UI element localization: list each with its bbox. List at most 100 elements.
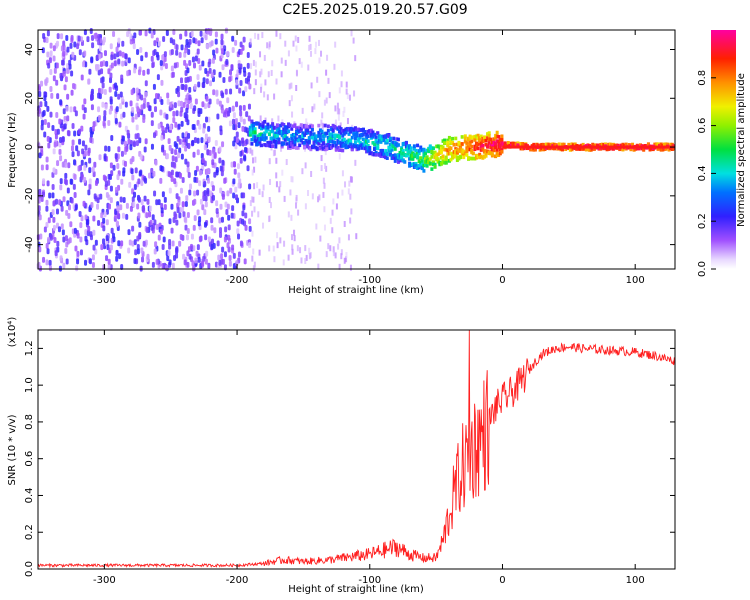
ridge-cell [283,126,287,131]
ridge-cell [449,146,453,151]
noise-cell [60,223,64,230]
noise-cell [273,256,276,263]
ridge-cell [546,142,550,147]
noise-cell [168,218,172,225]
noise-cell [268,216,271,223]
noise-cell [242,90,246,97]
noise-cell [336,102,339,109]
noise-cell [249,200,252,207]
ridge-cell [253,137,257,142]
noise-cell [242,204,246,211]
ridge-cell [603,142,607,147]
noise-cell [140,55,144,62]
noise-cell [120,263,124,270]
ridge-cell [436,152,440,157]
noise-cell [100,244,104,251]
ridge-cell [301,124,305,129]
ridge-cell [408,164,412,168]
noise-cell [107,179,111,186]
noise-cell [186,250,190,257]
noise-cell [239,157,243,164]
colorbar-tick-label: 0.4 [697,165,708,181]
noise-cell [134,113,138,120]
noise-cell [143,176,147,183]
ridge-cell [468,140,472,145]
ridge-cell [269,129,273,134]
noise-cell [226,203,230,210]
x-tick-label: 0 [499,575,505,586]
ridge-cell [404,144,408,149]
ridge-cell [468,147,472,152]
ridge-cell [349,139,353,143]
noise-cell [248,242,252,249]
noise-cell [113,60,117,67]
noise-cell [79,222,83,229]
ridge-cell [500,137,504,142]
noise-cell [280,71,283,78]
noise-cell [219,125,223,132]
noise-cell [164,127,168,134]
noise-cell [226,97,230,104]
noise-cell [140,199,144,206]
noise-cell [183,259,187,266]
ridge-cell [487,151,491,156]
noise-cell [325,97,328,104]
noise-cell [125,213,129,220]
noise-cell [65,105,69,112]
noise-cell [46,30,50,37]
noise-cell [149,219,153,226]
ridge-cell [396,153,400,157]
ridge-cell [495,151,499,156]
noise-cell [310,82,313,89]
noise-cell [162,36,166,43]
noise-cell [168,243,172,250]
noise-cell [64,162,68,169]
ridge-cell [599,147,603,151]
noise-cell [121,51,125,58]
noise-cell [216,240,220,247]
noise-cell [49,69,53,76]
ridge-cell [295,137,299,142]
ridge-cell [248,125,252,130]
noise-cell [91,254,95,261]
noise-cell [52,55,56,62]
noise-cell [80,74,84,81]
ridge-cell [301,136,305,141]
ridge-cell [417,151,421,156]
ridge-cell [659,142,663,147]
noise-cell [45,156,49,163]
noise-cell [58,148,62,155]
ridge-cell [619,143,623,148]
noise-cell [318,91,321,98]
noise-cell [220,216,224,223]
noise-cell [251,149,254,156]
noise-cell [52,200,56,207]
ridge-cell [334,148,338,152]
ridge-cell [314,145,318,150]
noise-cell [118,253,122,260]
noise-cell [115,106,119,113]
ridge-cell [293,142,297,147]
noise-cell [334,105,337,112]
ridge-cell [250,119,254,124]
ridge-cell [494,145,498,149]
noise-cell [199,30,203,37]
ridge-cell [403,160,407,164]
ridge-cell [425,148,429,153]
ridge-cell [396,160,400,164]
noise-cell [275,30,278,37]
ridge-cell [252,130,256,135]
ridge-cell [323,131,327,136]
ridge-cell [296,126,300,130]
noise-cell [61,161,65,168]
noise-cell [354,159,357,166]
ridge-cell [323,147,327,152]
noise-cell [167,250,171,257]
ridge-cell [424,157,428,161]
noise-cell [120,113,124,120]
noise-cell [294,35,297,42]
ridge-cell [353,133,357,137]
noise-cell [105,191,109,198]
ridge-cell [419,145,423,150]
ridge-cell [288,123,292,128]
